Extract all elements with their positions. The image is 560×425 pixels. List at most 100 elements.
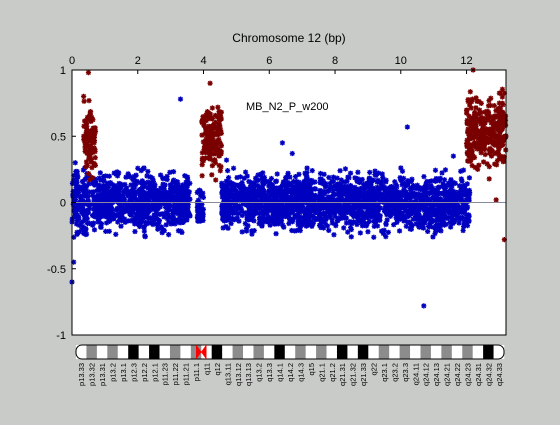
data-point <box>154 188 161 194</box>
data-point <box>265 197 271 203</box>
data-point <box>364 214 370 220</box>
data-point <box>254 202 260 208</box>
data-point <box>477 135 483 142</box>
data-point <box>449 183 455 189</box>
data-point <box>364 201 370 207</box>
data-point <box>358 220 364 226</box>
data-point <box>460 201 466 207</box>
data-point <box>306 193 313 199</box>
data-point <box>199 150 205 156</box>
data-point <box>430 202 436 208</box>
cytoband <box>462 345 473 359</box>
data-point <box>89 222 96 228</box>
data-point <box>118 184 124 190</box>
data-point <box>173 194 179 200</box>
data-point <box>186 189 192 195</box>
data-point <box>347 197 354 203</box>
data-point <box>85 193 91 200</box>
data-point <box>454 193 460 199</box>
data-point <box>243 228 250 234</box>
data-point <box>499 86 506 92</box>
data-point <box>140 218 146 225</box>
data-point <box>273 215 279 221</box>
data-point <box>491 103 497 109</box>
data-point <box>233 203 239 210</box>
data-point <box>350 192 356 198</box>
data-point <box>222 191 228 197</box>
data-point <box>220 187 226 193</box>
data-point <box>239 229 245 235</box>
data-point <box>256 221 262 227</box>
data-point <box>454 205 460 211</box>
cytoband <box>316 345 327 359</box>
data-point <box>214 124 221 130</box>
data-point <box>469 148 475 154</box>
data-point <box>501 136 507 142</box>
data-point <box>449 208 456 214</box>
data-point <box>266 183 272 189</box>
data-point <box>273 185 279 191</box>
data-point <box>389 191 395 198</box>
data-point <box>130 209 136 215</box>
data-point <box>397 203 403 209</box>
data-point <box>301 178 307 185</box>
data-point <box>473 123 479 129</box>
data-point <box>368 187 374 193</box>
data-point <box>456 183 463 189</box>
data-point <box>379 171 385 177</box>
data-point <box>154 221 160 227</box>
data-point <box>450 153 456 159</box>
data-point <box>452 180 458 186</box>
data-point <box>82 148 88 154</box>
data-point <box>295 222 301 228</box>
data-point <box>218 127 224 134</box>
cytoband-label: q13.13 <box>244 363 253 386</box>
data-point <box>321 218 327 224</box>
data-point <box>478 139 484 145</box>
points-layer <box>69 67 509 309</box>
data-point <box>491 135 498 141</box>
data-point <box>405 208 411 215</box>
data-point <box>346 175 352 181</box>
data-point <box>404 124 410 130</box>
data-point <box>199 162 205 168</box>
data-point <box>283 175 289 182</box>
data-point <box>203 129 209 135</box>
data-point <box>132 204 139 211</box>
data-point <box>467 134 473 140</box>
data-point <box>173 209 179 215</box>
data-point <box>83 174 90 181</box>
data-point <box>95 199 101 205</box>
data-point <box>289 219 296 225</box>
data-point <box>269 192 275 198</box>
data-point <box>442 207 448 213</box>
data-point <box>198 213 204 220</box>
data-point <box>499 114 505 120</box>
data-point <box>468 127 474 133</box>
data-point <box>222 194 228 200</box>
data-point <box>420 187 427 193</box>
data-point <box>244 173 250 179</box>
data-point <box>259 223 265 229</box>
data-point <box>277 199 283 205</box>
data-point <box>478 132 484 139</box>
data-point <box>75 207 81 213</box>
cytoband <box>211 345 223 359</box>
data-point <box>458 176 464 182</box>
cytoband-label: q13.3 <box>265 363 274 382</box>
data-point <box>461 205 467 212</box>
data-point <box>410 216 416 222</box>
data-point <box>158 185 164 191</box>
data-point <box>365 181 371 187</box>
data-point <box>369 211 376 217</box>
data-point <box>318 224 324 231</box>
data-point <box>301 217 307 223</box>
data-point <box>87 173 93 179</box>
data-point <box>202 155 208 161</box>
data-point <box>448 177 454 183</box>
data-point <box>416 203 422 209</box>
cytoband <box>201 345 213 359</box>
data-point <box>73 221 80 227</box>
data-point <box>275 219 281 225</box>
data-point <box>92 147 98 153</box>
